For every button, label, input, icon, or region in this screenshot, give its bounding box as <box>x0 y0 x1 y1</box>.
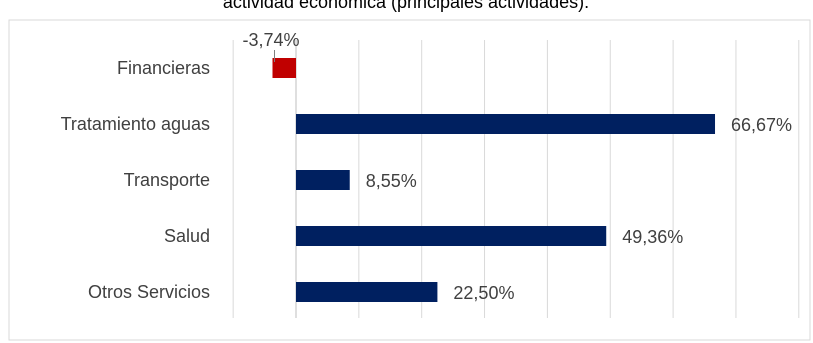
bar-financieras <box>272 58 296 78</box>
data-labels: -3,74% 66,67% 8,55% 49,36% 22,50% <box>242 30 792 303</box>
category-labels: Financieras Tratamiento aguas Transporte Sa… <box>61 58 210 302</box>
category-label: Transporte <box>124 170 210 190</box>
category-label: Otros Servicios <box>88 282 210 302</box>
gridlines <box>232 40 800 318</box>
bars <box>272 58 716 302</box>
bar-tratamiento-aguas <box>296 114 716 134</box>
bar-salud <box>296 226 607 246</box>
bar-otros-servicios <box>296 282 438 302</box>
data-label: 8,55% <box>366 171 417 191</box>
data-label: 66,67% <box>731 115 792 135</box>
bar-transporte <box>296 170 350 190</box>
data-label: 22,50% <box>453 283 514 303</box>
category-label: Tratamiento aguas <box>61 114 210 134</box>
data-label: 49,36% <box>622 227 683 247</box>
data-label: -3,74% <box>242 30 299 50</box>
category-label: Salud <box>164 226 210 246</box>
category-label: Financieras <box>117 58 210 78</box>
chart-title: actividad económica (principales activid… <box>223 0 589 12</box>
